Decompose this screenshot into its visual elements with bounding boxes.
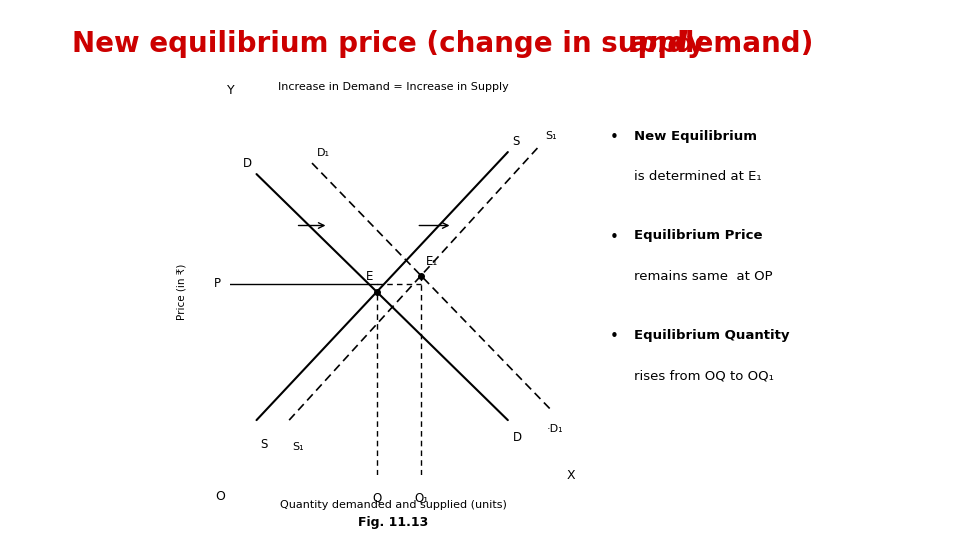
Text: is determined at E₁: is determined at E₁ [634,170,761,183]
Text: Y: Y [227,84,234,97]
Text: S: S [260,438,267,451]
Text: D: D [513,431,522,444]
Text: D₁: D₁ [317,147,330,158]
Text: Q: Q [372,492,381,505]
Text: •: • [610,130,618,145]
Text: S₁: S₁ [293,442,304,452]
Text: remains same  at OP: remains same at OP [634,270,772,283]
Text: Increase in Demand = Increase in Supply: Increase in Demand = Increase in Supply [278,82,509,92]
Text: ·D₁: ·D₁ [547,424,564,434]
Text: X: X [566,469,575,482]
Text: rises from OQ to OQ₁: rises from OQ to OQ₁ [634,370,774,383]
Text: New equilibrium price (change in supply: New equilibrium price (change in supply [72,30,714,58]
Text: O: O [216,490,226,503]
Text: •: • [610,329,618,345]
Text: Fig. 11.13: Fig. 11.13 [358,516,429,529]
Text: •: • [610,230,618,245]
Text: Q₁: Q₁ [414,492,428,505]
Text: and: and [630,30,688,58]
Text: Price (in ₹): Price (in ₹) [177,264,186,320]
Text: E: E [366,269,373,282]
Text: Equilibrium Price: Equilibrium Price [634,230,762,242]
Text: Equilibrium Quantity: Equilibrium Quantity [634,329,789,342]
Text: demand): demand) [665,30,814,58]
Text: D: D [243,158,252,171]
Text: New Equilibrium: New Equilibrium [634,130,756,143]
Text: E₁: E₁ [426,255,438,268]
Text: S: S [513,136,520,148]
Text: Quantity demanded and supplied (units): Quantity demanded and supplied (units) [280,500,507,510]
Text: P: P [214,277,221,290]
Text: S₁: S₁ [545,131,557,141]
